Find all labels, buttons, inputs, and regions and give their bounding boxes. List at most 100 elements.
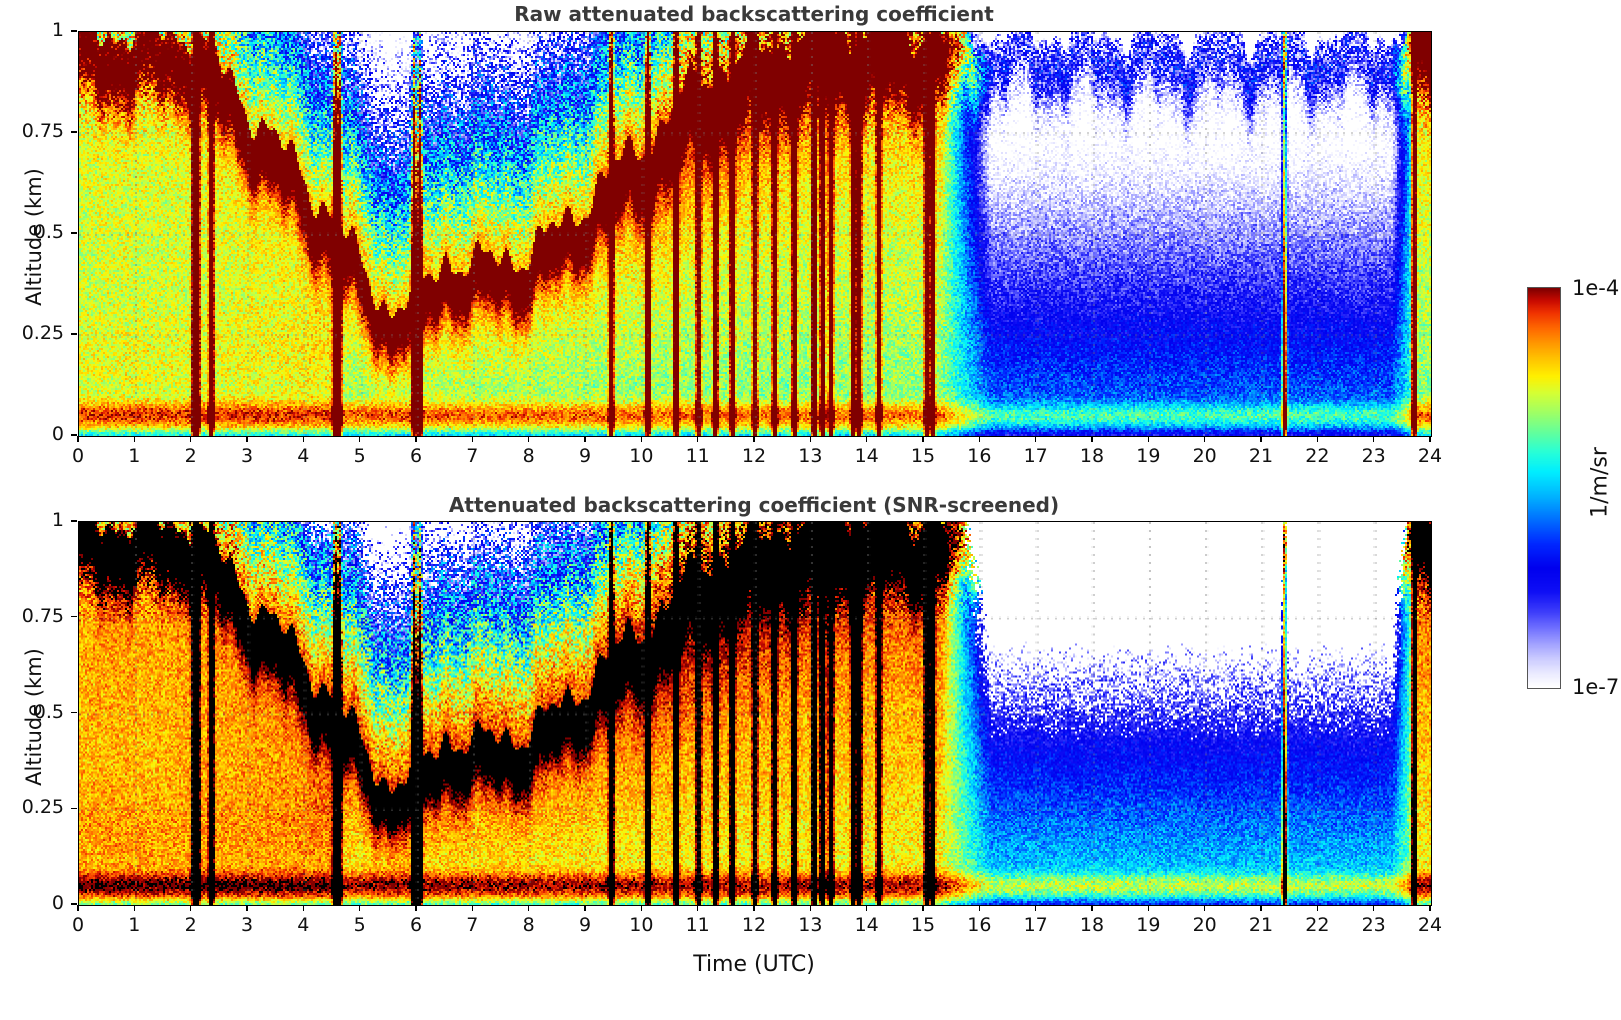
x-ticklabel-top-21: 21 [1248,445,1274,467]
x-ticklabel-top-14: 14 [854,445,879,467]
y-ticklabel-top-0.25: 0.25 [21,322,64,344]
x-ticklabel-bot-19: 19 [1136,914,1161,936]
x-tick-bot-14 [865,905,868,912]
x-tick-bot-18 [1091,905,1093,912]
x-ticklabel-bot-10: 10 [629,914,654,936]
x-tick-top-22 [1316,436,1319,443]
x-tick-top-23 [1372,436,1375,443]
x-ticklabel-top-10: 10 [629,445,654,467]
x-tick-bot-23 [1372,905,1375,912]
x-ticklabel-bot-1: 1 [128,914,141,936]
x-ticklabel-top-0: 0 [71,445,85,467]
y-ticklabel-top-0.75: 0.75 [21,120,64,142]
heatmap-raw-axes [78,31,1432,437]
x-tick-top-19 [1147,436,1150,443]
x-axis-label: Time (UTC) [693,952,815,977]
x-ticklabel-bot-2: 2 [184,914,197,936]
heatmap-screened-canvas [79,522,1431,905]
x-tick-bot-13 [809,905,812,912]
x-tick-bot-3 [246,905,248,912]
x-tick-top-13 [809,436,812,443]
x-ticklabel-bot-11: 11 [685,914,710,936]
x-tick-bot-8 [527,905,530,912]
x-tick-bot-0 [77,905,79,912]
x-ticklabel-bot-21: 21 [1248,914,1274,936]
x-ticklabel-bot-12: 12 [741,914,767,936]
x-tick-bot-5 [358,905,361,912]
heatmap-screened-axes [78,521,1432,906]
x-ticklabel-top-9: 9 [578,445,592,467]
y-tick-top-0.75 [70,131,77,133]
x-tick-bot-22 [1316,905,1319,912]
colorbar-min-label: 1e-7 [1572,675,1620,699]
x-tick-bot-15 [922,905,924,912]
x-ticklabel-top-18: 18 [1079,445,1105,467]
x-tick-top-12 [753,436,755,443]
x-ticklabel-bot-15: 15 [910,914,936,936]
y-ticklabel-bot-0: 0 [51,892,64,914]
x-tick-top-2 [189,436,192,443]
x-ticklabel-bot-0: 0 [71,914,85,936]
x-tick-top-7 [471,436,474,443]
x-tick-top-14 [865,436,868,443]
x-tick-top-18 [1091,436,1093,443]
x-ticklabel-bot-4: 4 [297,914,310,936]
y-tick-bot-1 [70,520,77,522]
colorbar-canvas [1528,288,1560,688]
x-ticklabel-bot-3: 3 [240,914,254,936]
y-tick-bot-0.25 [70,807,77,809]
y-ticklabel-top-1: 1 [51,19,64,41]
x-tick-top-11 [696,436,699,443]
x-ticklabel-top-23: 23 [1361,445,1386,467]
y-ticklabel-bot-0.5: 0.5 [33,700,64,723]
x-ticklabel-bot-16: 16 [967,914,992,936]
x-tick-bot-1 [133,905,136,912]
x-ticklabel-bot-22: 22 [1305,914,1330,936]
x-ticklabel-bot-9: 9 [578,914,592,936]
x-ticklabel-bot-24: 24 [1417,914,1443,936]
x-ticklabel-top-17: 17 [1023,445,1048,467]
x-tick-bot-24 [1429,905,1431,912]
x-tick-top-1 [133,436,136,443]
x-tick-bot-11 [696,905,699,912]
x-ticklabel-top-4: 4 [297,445,310,467]
x-tick-bot-16 [978,905,981,912]
x-ticklabel-bot-17: 17 [1023,914,1048,936]
y-tick-bot-0.75 [70,616,77,618]
x-ticklabel-top-5: 5 [353,445,366,467]
colorbar-axis-label: 1/m/sr [1587,447,1613,518]
x-tick-top-8 [527,436,530,443]
x-tick-bot-2 [189,905,192,912]
x-ticklabel-bot-23: 23 [1361,914,1386,936]
x-ticklabel-top-16: 16 [967,445,992,467]
panel-title-raw: Raw attenuated backscattering coefficien… [514,2,994,26]
x-ticklabel-bot-13: 13 [798,914,823,936]
y-ticklabel-bot-0.25: 0.25 [21,796,64,819]
x-ticklabel-top-19: 19 [1136,445,1161,467]
x-ticklabel-top-7: 7 [466,445,479,467]
x-tick-top-20 [1203,436,1206,443]
x-ticklabel-top-12: 12 [741,445,767,467]
x-tick-top-9 [584,436,586,443]
x-tick-top-21 [1260,436,1262,443]
x-ticklabel-top-11: 11 [685,445,710,467]
x-ticklabel-bot-14: 14 [854,914,879,936]
x-ticklabel-top-22: 22 [1305,445,1330,467]
x-tick-bot-6 [415,905,417,912]
x-ticklabel-bot-20: 20 [1192,914,1217,936]
x-tick-top-0 [77,436,79,443]
y-tick-top-0.5 [70,232,77,234]
heatmap-raw-canvas [79,32,1431,436]
x-tick-bot-17 [1034,905,1037,912]
x-tick-bot-20 [1203,905,1206,912]
x-ticklabel-top-2: 2 [184,445,197,467]
x-tick-top-15 [922,436,924,443]
x-tick-top-17 [1034,436,1037,443]
panel-title-screened: Attenuated backscattering coefficient (S… [448,493,1060,517]
x-ticklabel-top-1: 1 [128,445,141,467]
y-tick-bot-0.5 [70,711,77,714]
x-ticklabel-bot-8: 8 [522,914,535,936]
x-tick-bot-12 [753,905,755,912]
x-tick-bot-10 [640,905,643,912]
